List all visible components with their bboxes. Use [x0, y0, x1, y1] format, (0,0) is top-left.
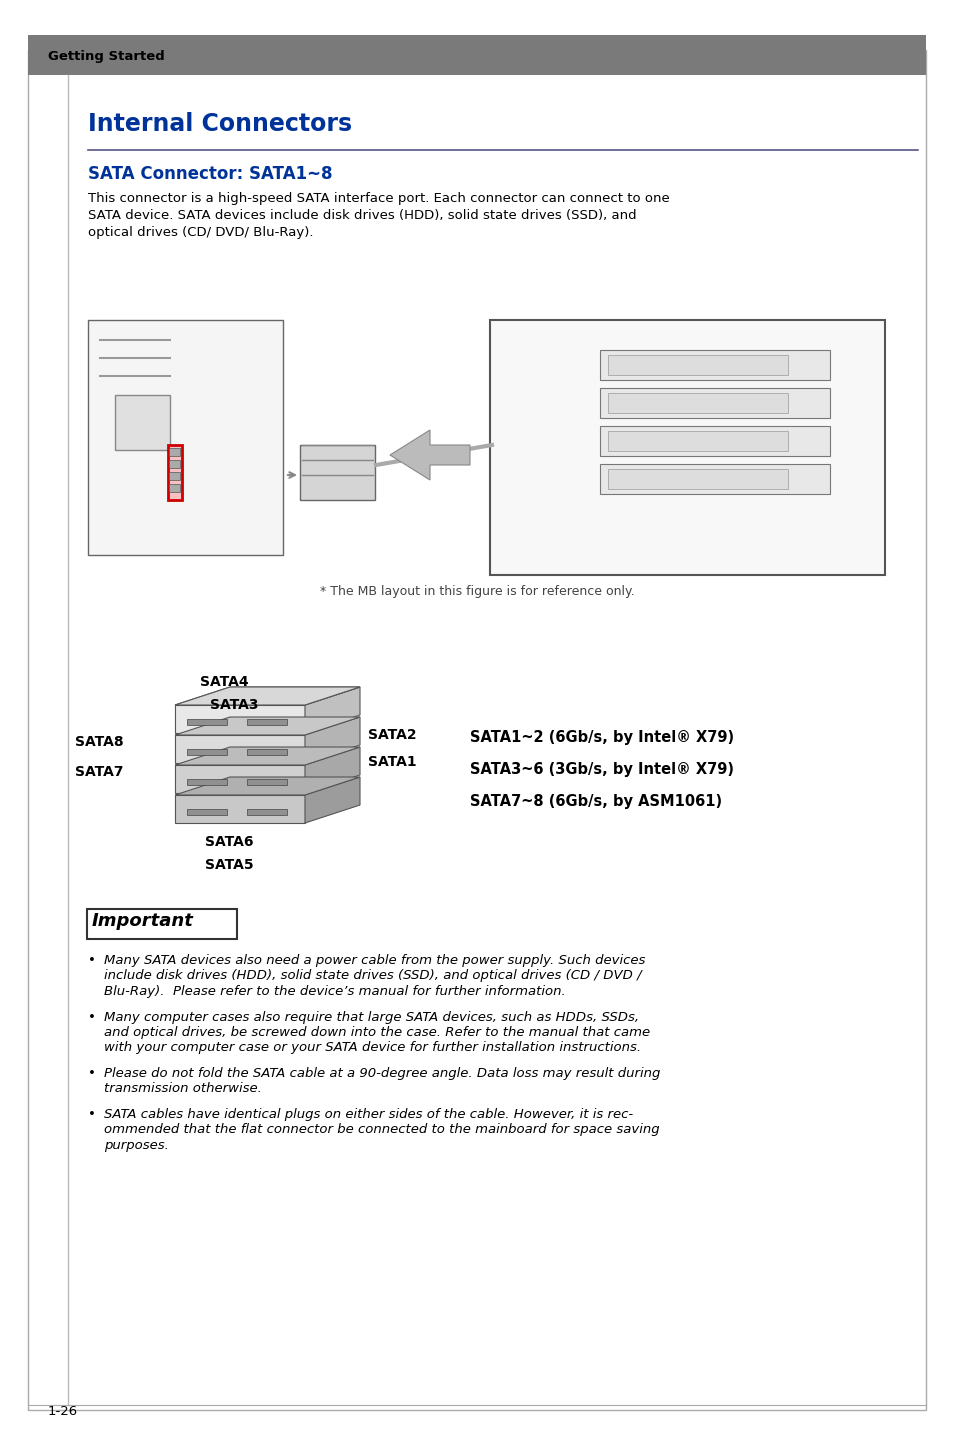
Polygon shape: [174, 705, 305, 733]
Polygon shape: [174, 795, 305, 823]
Bar: [607, 392, 787, 412]
Bar: [187, 779, 227, 785]
Text: Many SATA devices also need a power cable from the power supply. Such devices: Many SATA devices also need a power cabl…: [104, 954, 644, 967]
Text: and optical drives, be screwed down into the case. Refer to the manual that came: and optical drives, be screwed down into…: [104, 1025, 649, 1040]
Polygon shape: [390, 430, 470, 480]
Text: Getting Started: Getting Started: [48, 50, 165, 63]
Text: SATA Connector: SATA1~8: SATA Connector: SATA1~8: [88, 165, 333, 183]
Bar: [599, 349, 829, 379]
Text: optical drives (CD/ DVD/ Blu-Ray).: optical drives (CD/ DVD/ Blu-Ray).: [88, 226, 314, 239]
Bar: [28, 34, 925, 74]
Text: •: •: [88, 954, 95, 967]
Text: SATA6: SATA6: [205, 835, 253, 849]
Text: Internal Connectors: Internal Connectors: [88, 112, 352, 136]
Polygon shape: [174, 717, 359, 735]
Text: SATA3~6 (3Gb/s, by Intel® X79): SATA3~6 (3Gb/s, by Intel® X79): [470, 762, 733, 778]
Polygon shape: [174, 735, 305, 763]
Text: ommended that the flat connector be connected to the mainboard for space saving: ommended that the flat connector be conn…: [104, 1124, 659, 1137]
Text: SATA4: SATA4: [200, 674, 249, 689]
Text: Please do not fold the SATA cable at a 90-degree angle. Data loss may result dur: Please do not fold the SATA cable at a 9…: [104, 1067, 659, 1080]
Bar: [299, 445, 375, 500]
FancyBboxPatch shape: [490, 319, 884, 576]
Text: 1-26: 1-26: [48, 1405, 78, 1418]
Text: SATA device. SATA devices include disk drives (HDD), solid state drives (SSD), a: SATA device. SATA devices include disk d…: [88, 209, 636, 222]
Text: transmission otherwise.: transmission otherwise.: [104, 1083, 262, 1095]
Text: •: •: [88, 1011, 95, 1024]
Bar: [247, 719, 287, 725]
Text: SATA1: SATA1: [368, 755, 416, 769]
Text: SATA5: SATA5: [205, 858, 253, 872]
Text: SATA8: SATA8: [75, 735, 124, 749]
Bar: [169, 484, 180, 493]
Bar: [247, 779, 287, 785]
Text: SATA2: SATA2: [368, 727, 416, 742]
Bar: [187, 719, 227, 725]
Bar: [169, 448, 180, 455]
Polygon shape: [174, 765, 305, 793]
Bar: [247, 809, 287, 815]
Text: SATA3: SATA3: [210, 697, 258, 712]
Bar: [599, 425, 829, 455]
Text: SATA1~2 (6Gb/s, by Intel® X79): SATA1~2 (6Gb/s, by Intel® X79): [470, 730, 734, 745]
Text: include disk drives (HDD), solid state drives (SSD), and optical drives (CD / DV: include disk drives (HDD), solid state d…: [104, 969, 641, 982]
Text: Blu-Ray).  Please refer to the device’s manual for further information.: Blu-Ray). Please refer to the device’s m…: [104, 985, 565, 998]
Bar: [607, 355, 787, 375]
Text: purposes.: purposes.: [104, 1138, 169, 1151]
Bar: [599, 388, 829, 418]
Polygon shape: [305, 748, 359, 793]
Text: with your computer case or your SATA device for further installation instruction: with your computer case or your SATA dev…: [104, 1041, 640, 1054]
Polygon shape: [174, 778, 359, 795]
Bar: [599, 464, 829, 494]
Text: SATA7: SATA7: [75, 765, 123, 779]
Bar: [187, 809, 227, 815]
Polygon shape: [305, 717, 359, 763]
Bar: [187, 749, 227, 755]
Bar: [80, 285, 919, 566]
Bar: [247, 749, 287, 755]
Polygon shape: [174, 687, 359, 705]
Polygon shape: [174, 748, 359, 765]
Bar: [607, 470, 787, 488]
Text: * The MB layout in this figure is for reference only.: * The MB layout in this figure is for re…: [319, 586, 634, 599]
Polygon shape: [305, 687, 359, 733]
Text: Many computer cases also require that large SATA devices, such as HDDs, SSDs,: Many computer cases also require that la…: [104, 1011, 639, 1024]
Bar: [115, 395, 170, 450]
Bar: [168, 445, 182, 500]
Bar: [607, 431, 787, 451]
Text: This connector is a high-speed SATA interface port. Each connector can connect t: This connector is a high-speed SATA inte…: [88, 192, 669, 205]
Polygon shape: [305, 778, 359, 823]
Bar: [88, 319, 283, 556]
Bar: [169, 460, 180, 468]
Text: •: •: [88, 1108, 95, 1121]
Bar: [169, 473, 180, 480]
Text: SATA7~8 (6Gb/s, by ASM1061): SATA7~8 (6Gb/s, by ASM1061): [470, 793, 721, 809]
Text: •: •: [88, 1067, 95, 1080]
Text: Important: Important: [91, 912, 193, 929]
Text: SATA cables have identical plugs on either sides of the cable. However, it is re: SATA cables have identical plugs on eith…: [104, 1108, 633, 1121]
Polygon shape: [174, 687, 359, 705]
